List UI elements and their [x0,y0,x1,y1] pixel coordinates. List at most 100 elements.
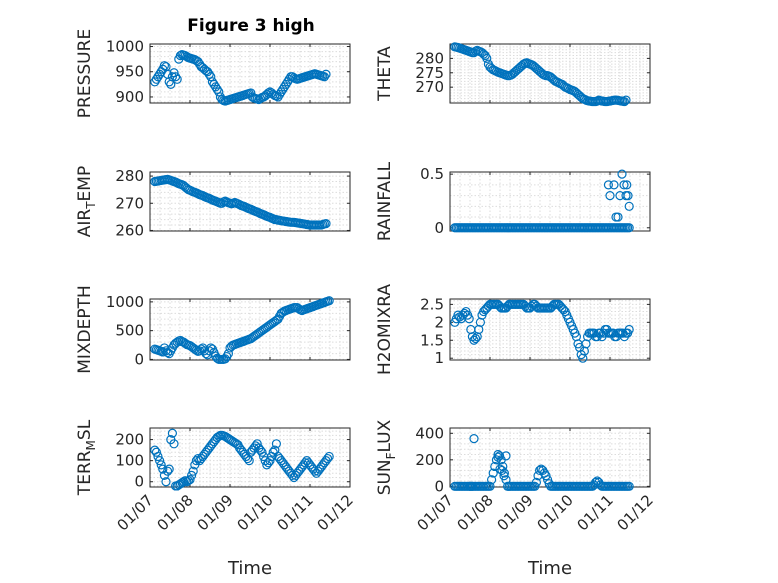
data-point [209,79,219,89]
series-rainfall [450,169,634,233]
data-point [321,219,331,229]
grid-lines [450,172,650,231]
data-point [164,464,174,474]
y-tick-label: 200 [115,431,144,449]
data-point [167,72,177,82]
y-tick-label: 0 [134,473,144,491]
y-axis-label: SUNFLUX [375,419,398,495]
axes-frame [449,298,651,361]
data-point [180,182,190,192]
data-point [541,471,551,481]
data-point [191,456,201,466]
grid-lines [450,44,650,103]
subplot-pressure: 900 950 1000 PRESSURE [75,29,351,118]
data-point [180,476,190,486]
series-air-temp [150,174,331,230]
data-point [613,212,623,222]
y-axis-label: MIXDEPTH [75,285,95,374]
data-point [246,88,256,98]
data-point [624,223,634,233]
data-point [624,481,634,491]
series-terr-msl [150,428,334,491]
axes-frame [449,43,651,104]
data-point [155,456,165,466]
data-point [223,349,233,359]
y-tick-label: 275 [415,64,444,82]
data-point [530,481,540,491]
data-point [244,456,254,466]
data-point [321,69,331,79]
y-tick-label: 500 [115,322,144,340]
series-mixdepth [150,296,334,365]
y-tick-label: 270 [415,78,444,96]
data-point [621,95,631,105]
data-point [193,453,203,464]
y-axis-label: THETA [375,46,395,102]
data-point [619,96,630,107]
data-point [622,180,632,190]
data-point [203,67,213,77]
data-point [169,439,179,449]
axes-frame [149,43,351,104]
data-point [276,87,286,97]
data-point [153,451,163,462]
data-point [498,461,508,472]
data-point [273,92,283,102]
data-point [300,458,310,468]
y-tick-label: 0 [434,219,444,237]
y-tick-label: 950 [115,63,144,81]
y-tick-label: 1.5 [420,331,444,349]
y-tick-label: 280 [115,167,144,185]
y-tick-label: 400 [415,424,444,442]
data-point [212,84,222,94]
y-tick-label: 2.5 [420,295,444,313]
data-point [188,466,198,476]
y-axis-label: AIRTEMP [75,166,98,237]
data-point [206,72,216,82]
data-point [161,477,171,487]
data-point [495,464,505,474]
data-point [206,343,216,353]
y-axis-label: PRESSURE [75,29,95,118]
data-point [159,61,169,71]
data-point [617,169,627,179]
grid-lines [150,428,350,487]
data-point [185,475,195,485]
subplot-air-temp: 260 270 280 AIRTEMP [75,166,351,239]
data-point [279,82,289,92]
data-point [495,451,505,461]
y-axis-label: TERRMSL [75,419,98,496]
data-point [603,180,614,190]
data-point [499,471,509,481]
y-tick-label: 270 [115,194,144,212]
data-point [164,77,174,87]
data-point [310,466,320,476]
data-point [487,475,497,485]
y-tick-label: 1000 [106,293,144,311]
data-point [220,354,230,364]
data-point [287,470,297,481]
data-point [179,477,189,487]
data-point [150,77,160,87]
y-tick-label: 200 [415,451,444,469]
data-point [187,470,197,481]
y-axis-label: RAINFALL [375,161,395,241]
data-point [211,82,221,92]
data-point [156,460,166,470]
data-point [623,191,633,201]
data-point [283,77,293,87]
data-point [471,46,481,56]
data-point [183,476,193,486]
y-tick-label: 100 [115,452,144,470]
data-point [163,466,173,476]
data-point [324,296,334,306]
data-point [605,191,615,201]
subplot-rainfall: 0 0.5 RAINFALL [375,161,651,241]
series-pressure [150,49,331,106]
data-point [624,324,634,335]
data-point [167,428,177,438]
series-sun-flux [450,434,634,491]
data-point [151,74,161,84]
y-tick-label: 0 [134,350,144,368]
